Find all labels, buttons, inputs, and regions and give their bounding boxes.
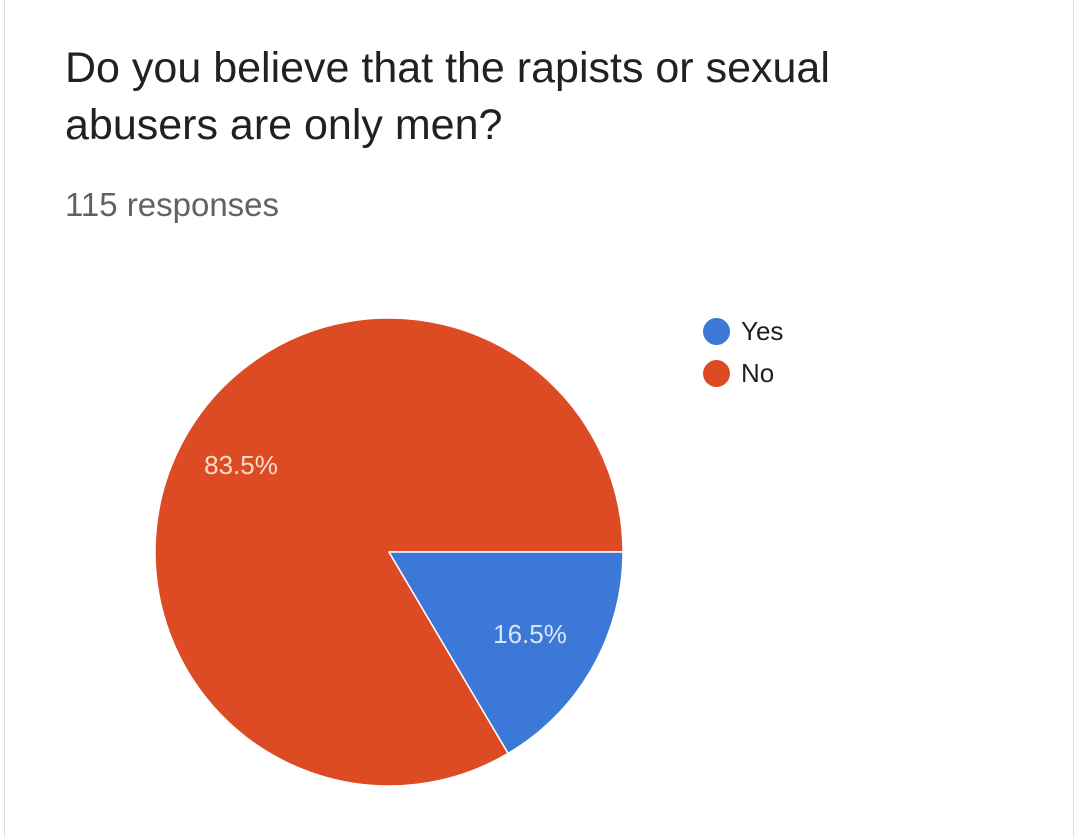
svg-text:16.5%: 16.5% [493, 619, 567, 649]
svg-text:83.5%: 83.5% [204, 450, 278, 480]
